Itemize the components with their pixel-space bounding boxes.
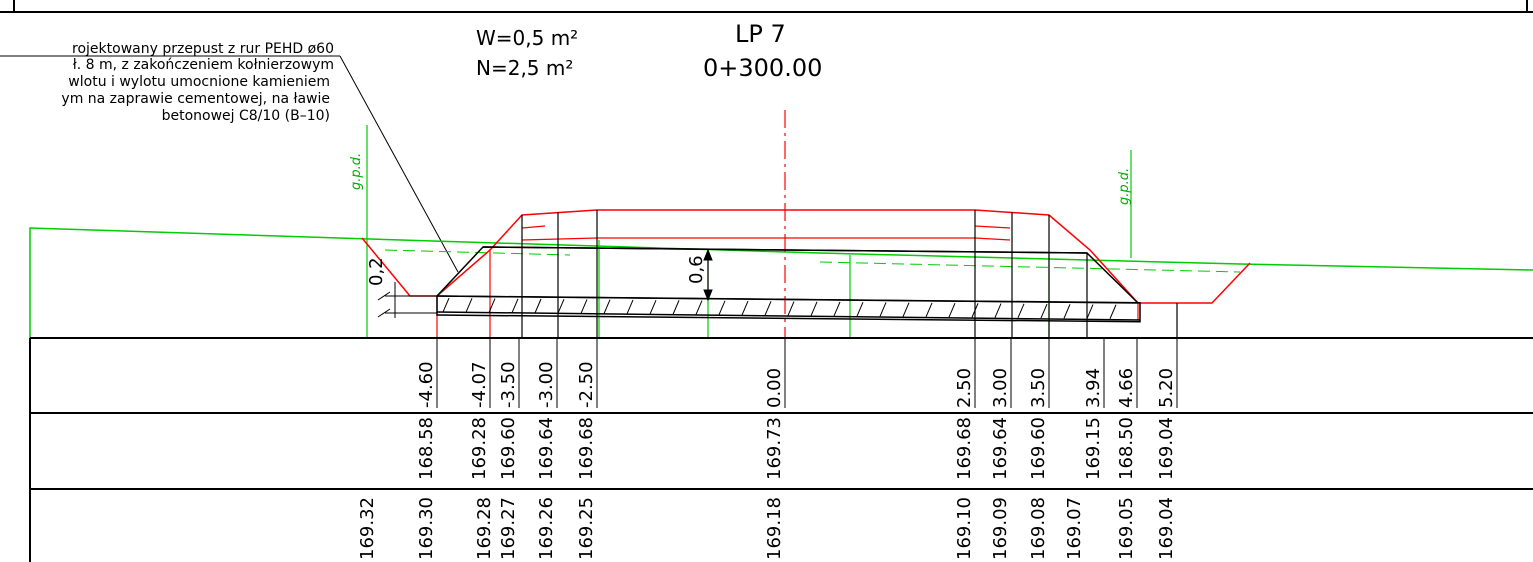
area-n-label: N=2,5 m²	[476, 56, 573, 80]
terrain-level-value: 169.25	[576, 497, 597, 560]
design-level-value: 168.50	[1116, 417, 1137, 480]
dim-02	[377, 282, 437, 318]
terrain-line	[29, 227, 1533, 338]
terrain-level-value: 169.07	[1064, 497, 1085, 560]
offset-value: 3.94	[1083, 368, 1104, 408]
terrain-level-value: 169.09	[990, 497, 1011, 560]
gpd-left-label: g.p.d.	[349, 153, 364, 190]
offset-row: -4.60 -4.07 -3.50 -3.00 -2.50 0.00 2.50 3.00 3.5…	[416, 338, 1178, 408]
note-line-1: rojektowany przepust z rur PEHD ø60	[72, 41, 334, 57]
terrain-level-value: 169.27	[498, 497, 519, 560]
design-level-value: 169.73	[764, 417, 785, 480]
design-small-line-right	[974, 225, 1011, 229]
design-level-value: 168.58	[416, 417, 437, 480]
note-line-4: ym na zaprawie cementowej, na ławie	[61, 91, 330, 107]
terrain-level-value: 169.10	[954, 497, 975, 560]
area-w-label: W=0,5 m²	[476, 26, 578, 50]
design-level-value: 169.28	[469, 417, 490, 480]
terrain-level-row: 169.32 169.30 169.28 169.27 169.26 169.25 169.…	[357, 497, 1177, 560]
design-level-value: 169.64	[536, 417, 557, 480]
design-level-value: 169.60	[1028, 417, 1049, 480]
station-label: LP 7	[735, 20, 786, 48]
terrain-level-value: 169.08	[1028, 497, 1049, 560]
note-leader-line	[339, 55, 459, 273]
offset-value: -3.50	[498, 361, 519, 408]
design-level-value: 169.60	[498, 417, 519, 480]
gpd-right-label: g.p.d.	[1117, 168, 1132, 205]
terrain-level-value: 169.18	[764, 497, 785, 560]
chainage-label: 0+300.00	[703, 54, 822, 82]
design-level-value: 169.68	[576, 417, 597, 480]
offset-value: 2.50	[954, 368, 975, 408]
design-level-value: 169.15	[1083, 417, 1104, 480]
design-small-line	[521, 225, 546, 229]
culvert-structure	[436, 246, 1141, 323]
design-level-value: 169.68	[954, 417, 975, 480]
design-level-row: 168.58 169.28 169.60 169.64 169.68 169.73 169.…	[416, 417, 1177, 480]
offset-value: 0.00	[764, 368, 785, 408]
terrain-level-value: 169.30	[416, 497, 437, 560]
terrain-level-value: 169.04	[1156, 497, 1177, 560]
culvert-hatch	[442, 297, 1117, 319]
offset-value: 3.00	[990, 368, 1011, 408]
note-line-2: ł. 8 m, z zakończeniem kołnierzowym	[73, 57, 334, 73]
terrain-level-value: 169.26	[536, 497, 557, 560]
offset-value: -4.07	[469, 361, 490, 408]
offset-value: -4.60	[416, 361, 437, 408]
culvert-note: rojektowany przepust z rur PEHD ø60 ł. 8…	[0, 41, 459, 273]
design-level-value: 169.64	[990, 417, 1011, 480]
design-inner-line	[521, 237, 1011, 241]
design-level-value: 169.04	[1156, 417, 1177, 480]
offset-value: 4.66	[1116, 368, 1137, 408]
offset-value: 3.50	[1028, 368, 1049, 408]
terrain-level-value: 169.28	[474, 497, 495, 560]
dim-06-label: 0,6	[686, 255, 707, 284]
note-line-3: wlotu i wylotu umocnione kamieniem	[68, 74, 330, 90]
dim-02-label: 0,2	[366, 257, 387, 286]
terrain-ordinates	[366, 125, 1132, 338]
offset-value: -2.50	[576, 361, 597, 408]
data-table-frame	[29, 337, 1533, 562]
design-ordinates	[436, 250, 1139, 338]
note-line-5: betonowej C8/10 (B–10)	[162, 108, 330, 124]
offset-value: 5.20	[1156, 368, 1177, 408]
terrain-level-value: 169.05	[1116, 497, 1137, 560]
terrain-level-value: 169.32	[357, 497, 378, 560]
offset-value: -3.00	[536, 361, 557, 408]
design-profile	[361, 209, 1251, 304]
dashed-level-right	[819, 261, 1241, 273]
dim-06	[703, 248, 713, 302]
